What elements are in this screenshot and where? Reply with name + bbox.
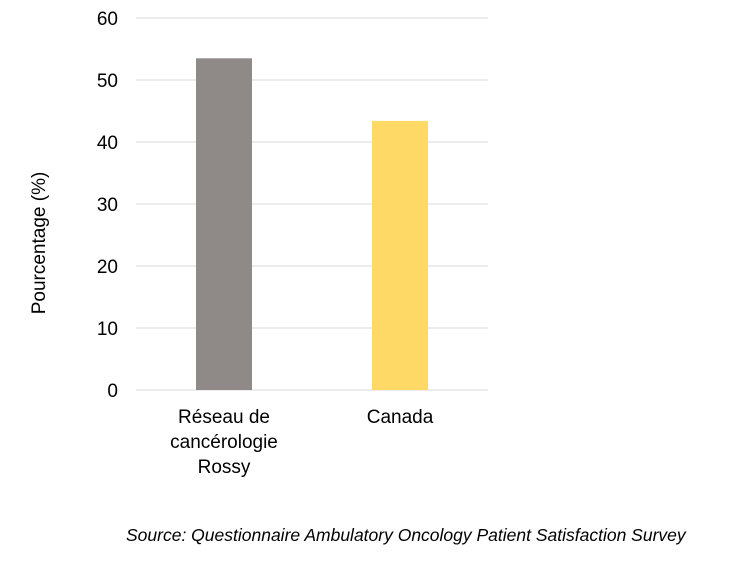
y-tick-label: 10 bbox=[97, 319, 118, 340]
y-tick-label: 30 bbox=[97, 195, 118, 216]
gridlines bbox=[136, 17, 488, 391]
bar bbox=[196, 58, 252, 391]
y-tick-label: 0 bbox=[107, 381, 118, 402]
bars bbox=[196, 58, 428, 391]
y-tick-label: 40 bbox=[97, 133, 118, 154]
y-axis-title: Pourcentage (%) bbox=[29, 172, 50, 315]
y-axis-ticks: 0 10 20 30 40 50 60 bbox=[97, 9, 118, 402]
source-note: Source: Questionnaire Ambulatory Oncolog… bbox=[126, 525, 686, 545]
y-tick-label: 60 bbox=[97, 9, 118, 30]
bar bbox=[372, 120, 428, 391]
y-tick-label: 20 bbox=[97, 257, 118, 278]
x-axis-category-labels: Réseau de cancérologie Rossy Canada bbox=[170, 407, 434, 478]
x-category-label: Canada bbox=[367, 407, 434, 428]
y-tick-label: 50 bbox=[97, 71, 118, 92]
x-category-label: Réseau de cancérologie Rossy bbox=[170, 407, 278, 478]
